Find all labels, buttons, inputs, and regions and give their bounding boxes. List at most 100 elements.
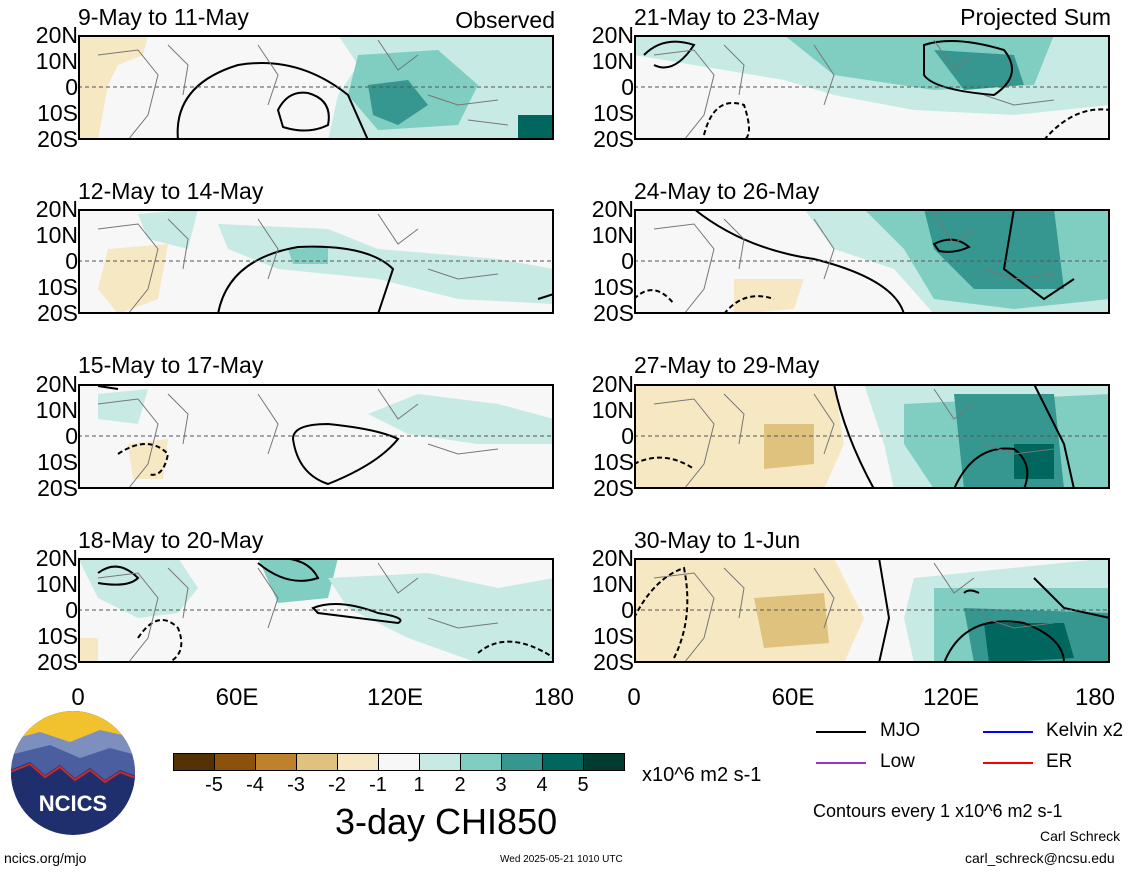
- main-title: 3-day CHI850: [335, 801, 558, 842]
- legend-low-label: Low: [880, 751, 915, 772]
- lat-label: 10N: [35, 397, 78, 423]
- panel-tag: Observed: [455, 7, 555, 33]
- map-panel-4: [78, 558, 554, 663]
- colorbar-label: 5: [577, 774, 589, 796]
- lat-label: 20S: [593, 126, 634, 152]
- legend-mjo-line: [816, 731, 866, 733]
- ncics-logo: NCICS: [10, 710, 136, 836]
- panel-title: 21-May to 23-May: [634, 4, 820, 30]
- lat-label: 10S: [37, 100, 78, 126]
- legend-mjo-label: MJO: [880, 720, 921, 741]
- colorbar-swatch: [173, 753, 215, 771]
- lat-label: 10N: [591, 48, 634, 74]
- panel-tag: Projected Sum: [960, 4, 1111, 30]
- lat-label: 20S: [37, 300, 78, 326]
- lat-label: 0: [621, 597, 634, 623]
- lat-label: 10N: [35, 48, 78, 74]
- colorbar-label: -2: [328, 774, 346, 796]
- lat-label: 10S: [37, 623, 78, 649]
- map-panel-1: [78, 35, 554, 140]
- map-panel-6: [634, 209, 1110, 314]
- colorbar-units: x10^6 m2 s-1: [642, 764, 762, 786]
- author: Carl Schreck: [1040, 828, 1121, 844]
- colorbar-swatch: [583, 753, 625, 771]
- legend-low-line: [816, 762, 866, 764]
- lat-label: 20S: [37, 649, 78, 675]
- lat-label: 20S: [593, 475, 634, 501]
- lat-label: 0: [621, 74, 634, 100]
- lat-label: 10S: [37, 449, 78, 475]
- colorbar-swatch: [378, 753, 420, 771]
- colorbar-label: 1: [413, 774, 425, 796]
- panel-title: 30-May to 1-Jun: [634, 527, 801, 553]
- lat-label: 20S: [593, 300, 634, 326]
- lat-label: 10S: [593, 274, 634, 300]
- panel-title: 24-May to 26-May: [634, 178, 820, 204]
- lat-label: 10S: [593, 449, 634, 475]
- colorbar-label: -4: [246, 774, 264, 796]
- lon-label: 0: [627, 684, 641, 711]
- lat-label: 10N: [35, 571, 78, 597]
- lat-label: 10S: [593, 100, 634, 126]
- lat-label: 0: [621, 423, 634, 449]
- colorbar-label: 2: [454, 774, 466, 796]
- map-panel-5: [634, 35, 1110, 140]
- lat-label: 10S: [37, 274, 78, 300]
- contour-note: Contours every 1 x10^6 m2 s-1: [813, 801, 1063, 821]
- colorbar-label: 4: [536, 774, 548, 796]
- lat-label: 20N: [591, 371, 634, 397]
- lon-label: 180: [533, 684, 575, 711]
- lat-label: 0: [65, 423, 78, 449]
- lat-label: 20N: [35, 545, 78, 571]
- lat-label: 0: [65, 74, 78, 100]
- lat-label: 10N: [591, 222, 634, 248]
- email: carl_schreck@ncsu.edu: [965, 850, 1115, 866]
- map-panel-8: [634, 558, 1110, 663]
- colorbar-label: -3: [287, 774, 305, 796]
- lat-label: 20S: [37, 126, 78, 152]
- logo-text: NCICS: [39, 791, 107, 816]
- colorbar-label: 3: [495, 774, 507, 796]
- lat-label: 20N: [35, 371, 78, 397]
- lat-label: 20N: [591, 22, 634, 48]
- lat-label: 10N: [591, 397, 634, 423]
- lat-label: 10N: [591, 571, 634, 597]
- panel-title: 18-May to 20-May: [78, 527, 264, 553]
- lat-label: 20N: [591, 196, 634, 222]
- lat-label: 20S: [37, 475, 78, 501]
- panel-title: 15-May to 17-May: [78, 352, 264, 378]
- lon-label: 60E: [215, 684, 259, 711]
- colorbar-swatch: [501, 753, 543, 771]
- colorbar-swatch: [419, 753, 461, 771]
- colorbar-swatch: [337, 753, 379, 771]
- colorbar-swatch: [214, 753, 256, 771]
- lon-label: 180: [1074, 684, 1116, 711]
- colorbar-swatch: [296, 753, 338, 771]
- panel-title: 27-May to 29-May: [634, 352, 820, 378]
- map-panel-7: [634, 384, 1110, 489]
- colorbar-swatch: [255, 753, 297, 771]
- lat-label: 0: [621, 248, 634, 274]
- panel-title: 9-May to 11-May: [78, 4, 249, 30]
- lat-label: 10S: [593, 623, 634, 649]
- lat-label: 10N: [35, 222, 78, 248]
- map-panel-2: [78, 209, 554, 314]
- legend-er-line: [983, 762, 1033, 764]
- colorbar-label: -1: [369, 774, 387, 796]
- legend-kelvin-line: [983, 731, 1033, 733]
- lon-label: 60E: [771, 684, 815, 711]
- lat-label: 20N: [35, 22, 78, 48]
- legend-er-label: ER: [1046, 751, 1073, 772]
- lat-label: 20S: [593, 649, 634, 675]
- colorbar-label: -5: [205, 774, 223, 796]
- lat-label: 0: [65, 597, 78, 623]
- lat-label: 20N: [591, 545, 634, 571]
- lat-label: 0: [65, 248, 78, 274]
- map-panel-3: [78, 384, 554, 489]
- legend-kelvin-label: Kelvin x2: [1046, 720, 1124, 741]
- colorbar-swatch: [542, 753, 584, 771]
- lon-label: 120E: [922, 684, 980, 711]
- lon-label: 120E: [366, 684, 424, 711]
- colorbar-swatch: [460, 753, 502, 771]
- panel-title: 12-May to 14-May: [78, 178, 264, 204]
